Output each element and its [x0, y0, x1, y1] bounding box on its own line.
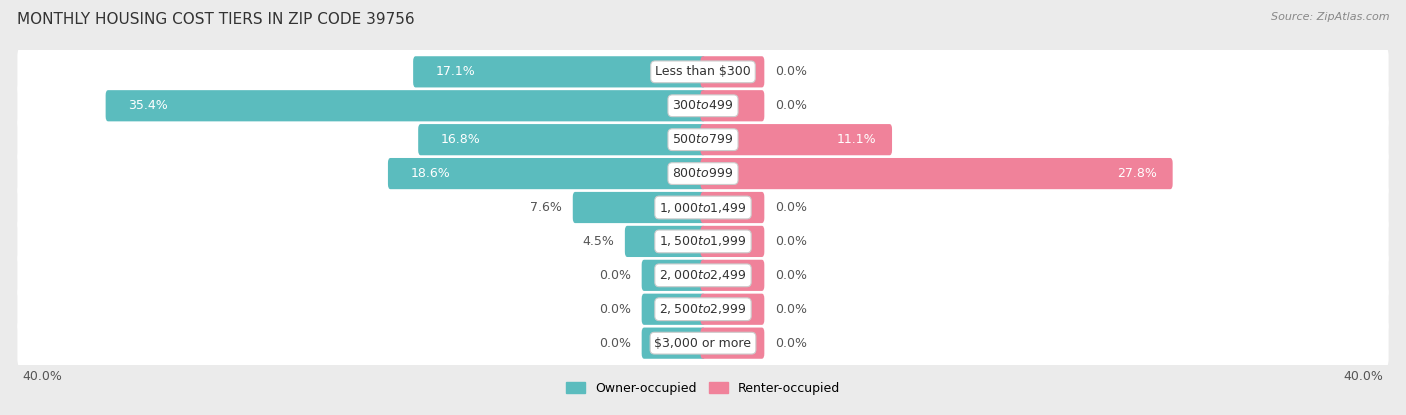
FancyBboxPatch shape	[17, 216, 1389, 267]
Text: 40.0%: 40.0%	[22, 370, 62, 383]
Text: 0.0%: 0.0%	[775, 337, 807, 350]
Text: Source: ZipAtlas.com: Source: ZipAtlas.com	[1271, 12, 1389, 22]
Text: 4.5%: 4.5%	[582, 235, 614, 248]
Text: 0.0%: 0.0%	[775, 235, 807, 248]
FancyBboxPatch shape	[700, 294, 765, 325]
FancyBboxPatch shape	[388, 158, 706, 189]
FancyBboxPatch shape	[17, 80, 1389, 132]
Text: 0.0%: 0.0%	[775, 99, 807, 112]
Text: $800 to $999: $800 to $999	[672, 167, 734, 180]
Text: 16.8%: 16.8%	[441, 133, 481, 146]
Text: $500 to $799: $500 to $799	[672, 133, 734, 146]
FancyBboxPatch shape	[105, 90, 706, 121]
Text: $1,500 to $1,999: $1,500 to $1,999	[659, 234, 747, 249]
Text: 35.4%: 35.4%	[128, 99, 169, 112]
Text: 0.0%: 0.0%	[599, 337, 631, 350]
Text: 0.0%: 0.0%	[599, 303, 631, 316]
FancyBboxPatch shape	[17, 46, 1389, 98]
Text: 17.1%: 17.1%	[436, 65, 475, 78]
FancyBboxPatch shape	[700, 56, 765, 88]
FancyBboxPatch shape	[17, 283, 1389, 335]
Text: 40.0%: 40.0%	[1344, 370, 1384, 383]
FancyBboxPatch shape	[17, 317, 1389, 369]
Text: 0.0%: 0.0%	[775, 65, 807, 78]
FancyBboxPatch shape	[700, 124, 891, 155]
FancyBboxPatch shape	[700, 260, 765, 291]
Text: $1,000 to $1,499: $1,000 to $1,499	[659, 200, 747, 215]
Text: $3,000 or more: $3,000 or more	[655, 337, 751, 350]
Legend: Owner-occupied, Renter-occupied: Owner-occupied, Renter-occupied	[561, 377, 845, 400]
Text: 0.0%: 0.0%	[775, 201, 807, 214]
FancyBboxPatch shape	[17, 182, 1389, 233]
Text: 18.6%: 18.6%	[411, 167, 450, 180]
FancyBboxPatch shape	[418, 124, 706, 155]
FancyBboxPatch shape	[413, 56, 706, 88]
Text: 0.0%: 0.0%	[599, 269, 631, 282]
FancyBboxPatch shape	[624, 226, 706, 257]
FancyBboxPatch shape	[17, 249, 1389, 301]
Text: 11.1%: 11.1%	[837, 133, 876, 146]
Text: Less than $300: Less than $300	[655, 65, 751, 78]
FancyBboxPatch shape	[700, 226, 765, 257]
FancyBboxPatch shape	[700, 90, 765, 121]
FancyBboxPatch shape	[641, 327, 706, 359]
FancyBboxPatch shape	[572, 192, 706, 223]
Text: $300 to $499: $300 to $499	[672, 99, 734, 112]
Text: MONTHLY HOUSING COST TIERS IN ZIP CODE 39756: MONTHLY HOUSING COST TIERS IN ZIP CODE 3…	[17, 12, 415, 27]
FancyBboxPatch shape	[17, 148, 1389, 199]
Text: 0.0%: 0.0%	[775, 269, 807, 282]
Text: 0.0%: 0.0%	[775, 303, 807, 316]
FancyBboxPatch shape	[641, 294, 706, 325]
Text: $2,500 to $2,999: $2,500 to $2,999	[659, 302, 747, 316]
FancyBboxPatch shape	[700, 158, 1173, 189]
FancyBboxPatch shape	[700, 192, 765, 223]
FancyBboxPatch shape	[700, 327, 765, 359]
Text: 27.8%: 27.8%	[1116, 167, 1157, 180]
FancyBboxPatch shape	[17, 114, 1389, 166]
Text: $2,000 to $2,499: $2,000 to $2,499	[659, 269, 747, 282]
Text: 7.6%: 7.6%	[530, 201, 562, 214]
FancyBboxPatch shape	[641, 260, 706, 291]
